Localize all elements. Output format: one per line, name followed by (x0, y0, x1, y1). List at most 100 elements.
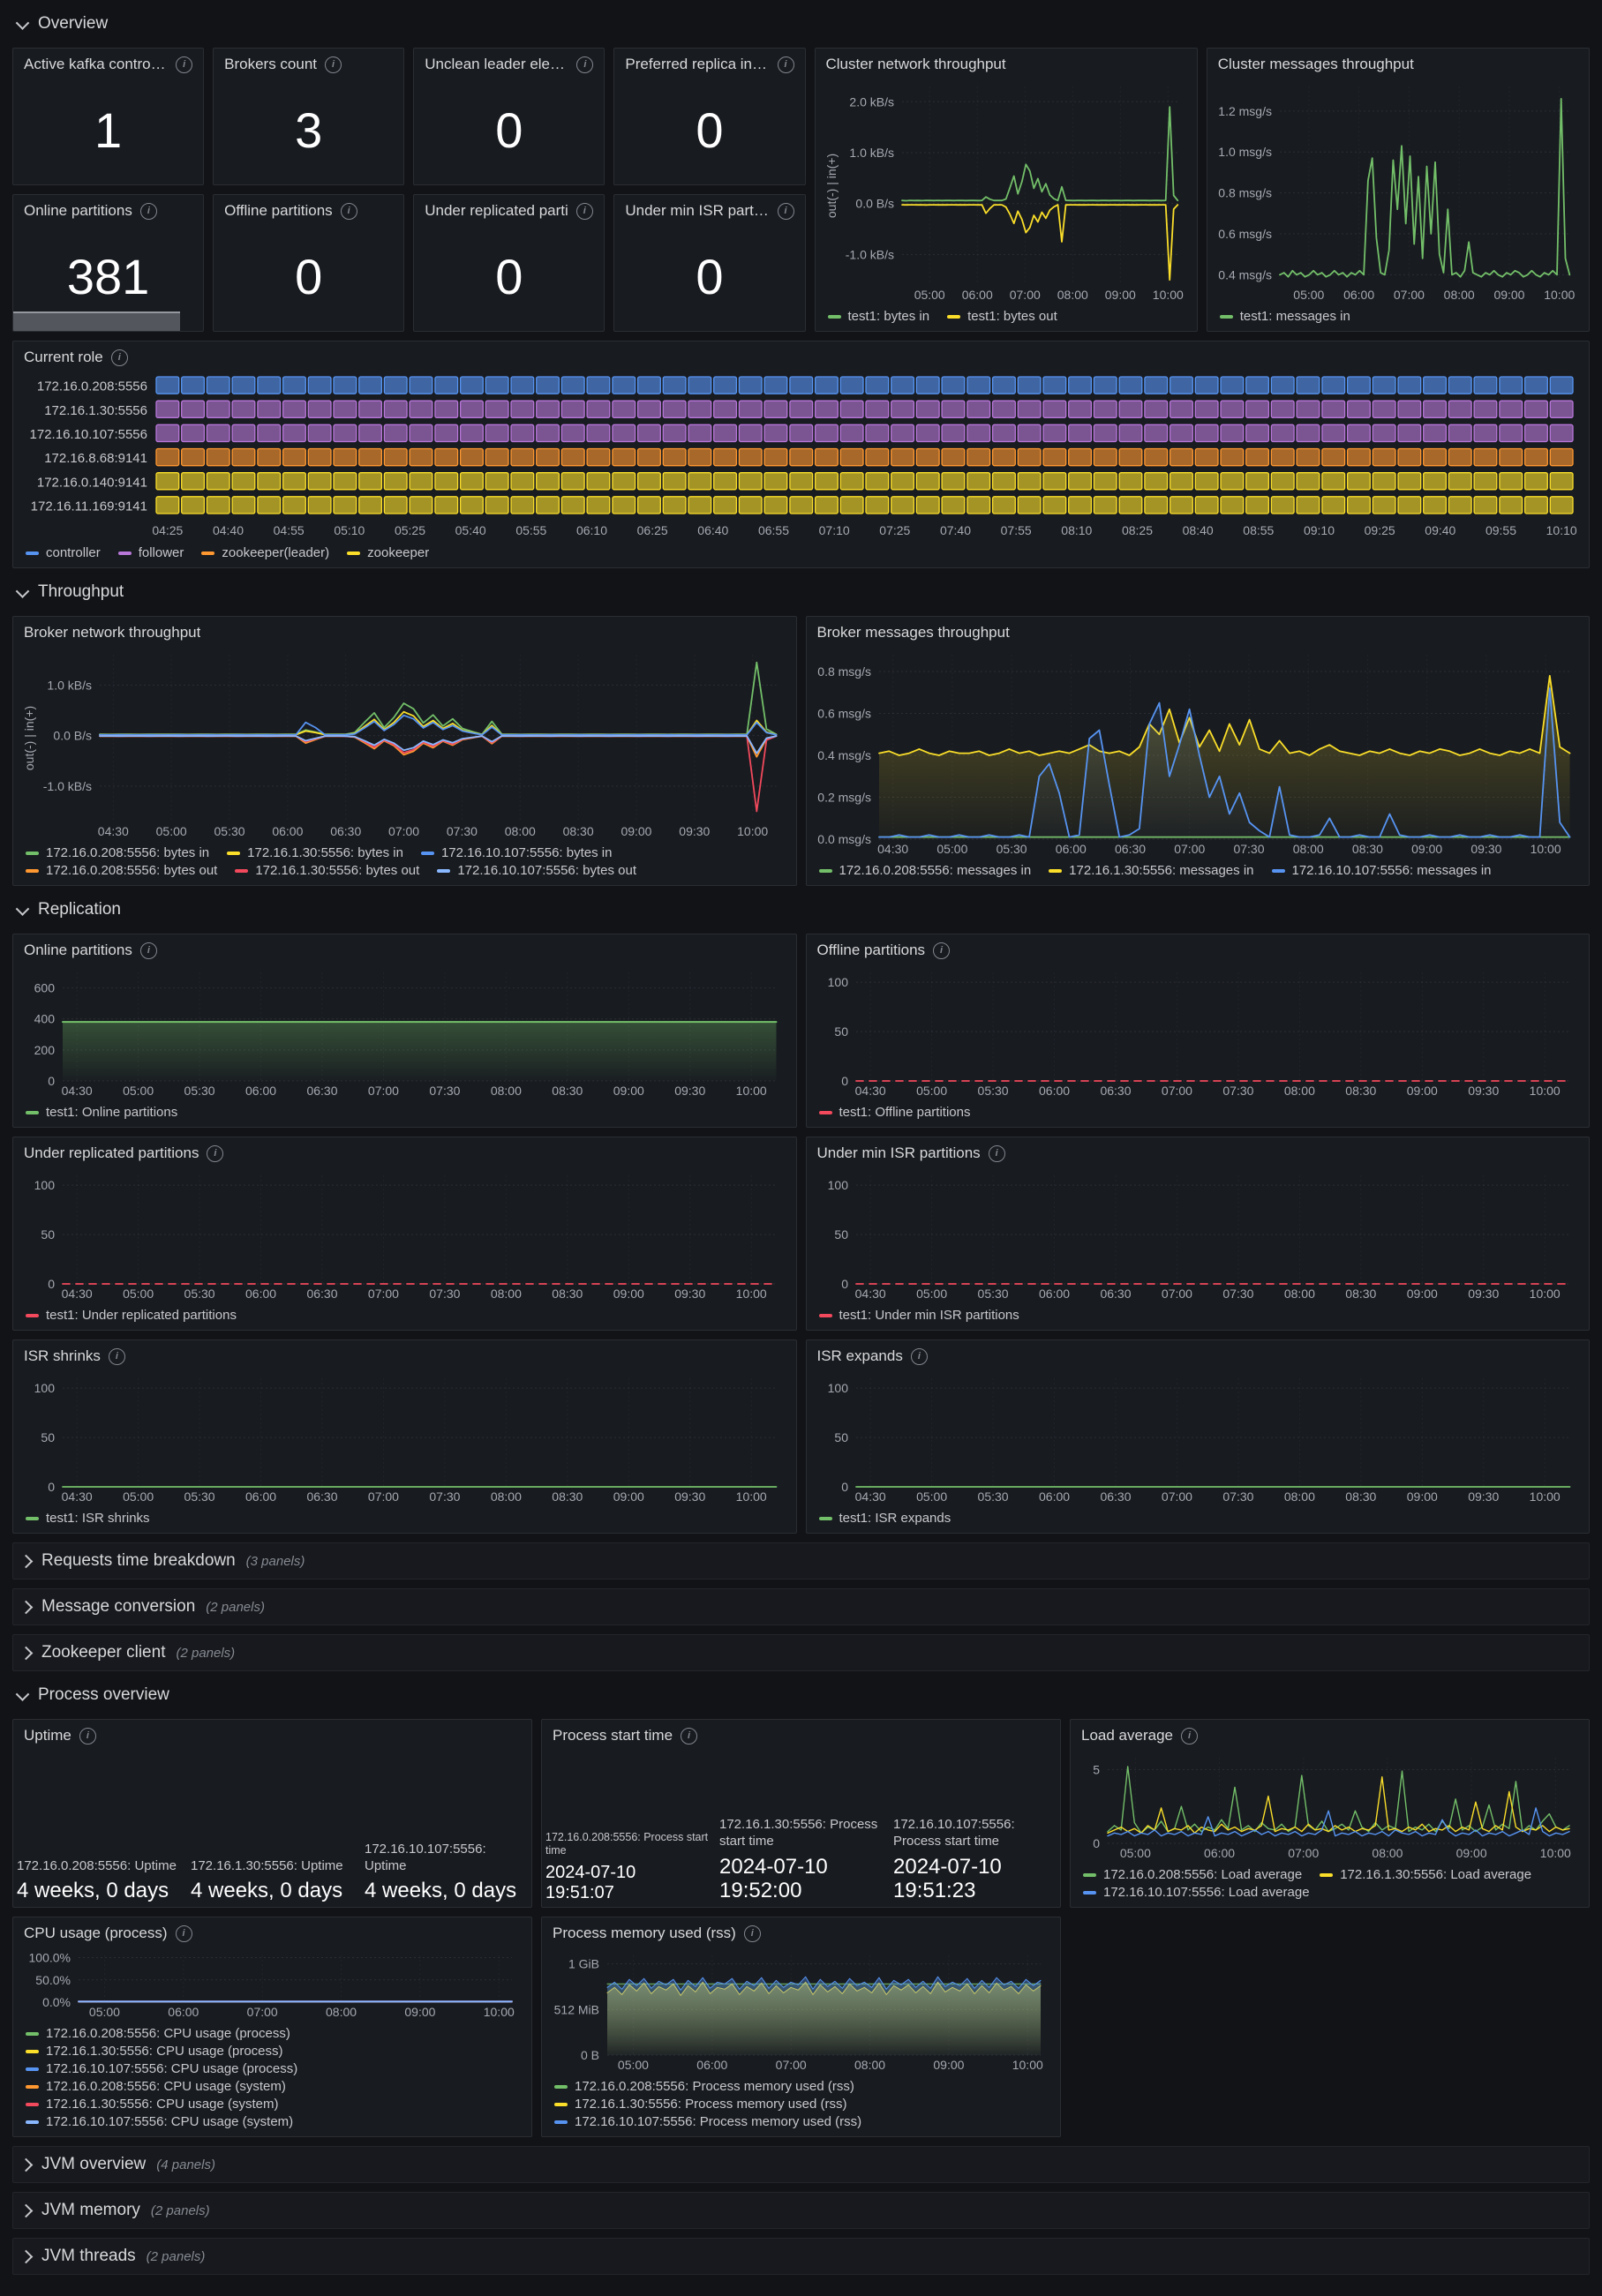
legend-item[interactable]: test1: ISR expands (818, 1511, 951, 1526)
legend-item[interactable]: zookeeper(leader) (201, 545, 329, 560)
current-role-timeline[interactable]: 172.16.0.208:5556 172.16.1.30:5556 172.16.… (22, 371, 1580, 541)
broker-messages-chart[interactable]: 0.0 msg/s 0.2 msg/s 0.4 msg/s 0.6 msg/s 0.8 … (816, 646, 1581, 859)
section-throughput[interactable]: Throughput (12, 577, 1590, 607)
legend-item[interactable]: 172.16.0.208:5556: Load average (1083, 1867, 1302, 1882)
panel-header[interactable]: Broker messages throughput (807, 617, 1590, 644)
panel-header[interactable]: Offline partitions i (807, 934, 1590, 962)
section-zookeeper-client[interactable]: Zookeeper client (2 panels) (12, 1634, 1590, 1671)
legend-item[interactable]: 172.16.10.107:5556: messages in (1271, 863, 1492, 878)
under-min-isr-chart[interactable]: 0 50 100 04:30 05:00 05:30 06:00 06:30 07:00 07:3… (816, 1167, 1581, 1303)
info-icon[interactable]: i (777, 202, 794, 220)
panel-header[interactable]: Offline partitions i (214, 195, 403, 222)
section-overview[interactable]: Overview (12, 9, 1590, 39)
load-average-chart[interactable]: 0 5 05:00 06:00 07:00 08:00 09:00 10:00 (1079, 1749, 1580, 1863)
legend-item[interactable]: 172.16.0.208:5556: Process memory used (… (554, 2079, 1048, 2094)
legend-item[interactable]: 172.16.10.107:5556: CPU usage (process) (26, 2061, 297, 2076)
info-icon[interactable]: i (176, 56, 193, 73)
info-icon[interactable]: i (207, 1144, 224, 1162)
legend-item[interactable]: 172.16.1.30:5556: Load average (1320, 1867, 1531, 1882)
cluster-messages-chart[interactable]: 0.4 msg/s 0.6 msg/s 0.8 msg/s 1.0 msg/s 1.2 … (1216, 78, 1580, 304)
legend-item[interactable]: test1: Under min ISR partitions (818, 1308, 1019, 1323)
panel-header[interactable]: Under replicated parti i (414, 195, 604, 222)
panel-header[interactable]: Online partitions i (13, 195, 203, 222)
panel-header[interactable]: Online partitions i (13, 934, 796, 962)
legend-item[interactable]: 172.16.0.208:5556: bytes out (26, 863, 217, 878)
legend-item[interactable]: test1: Online partitions (26, 1105, 177, 1120)
cpu-usage-chart[interactable]: 0.0% 50.0% 100.0% 05:00 06:00 07:00 08:00 09:00… (22, 1947, 523, 2022)
info-icon[interactable]: i (910, 1347, 928, 1365)
panel-header[interactable]: ISR expands i (807, 1340, 1590, 1368)
info-icon[interactable]: i (576, 56, 594, 73)
isr-shrinks-chart[interactable]: 0 50 100 04:30 05:00 05:30 06:00 06:30 07:00 07:3… (22, 1369, 787, 1506)
panel-header[interactable]: Unclean leader electic i (414, 49, 604, 76)
legend-item[interactable]: 172.16.10.107:5556: Load average (1083, 1885, 1310, 1900)
panel-header[interactable]: Cluster messages throughput (1207, 49, 1589, 76)
under-replicated-chart[interactable]: 0 50 100 04:30 05:00 05:30 06:00 06:30 07:00 07:3… (22, 1167, 787, 1303)
legend-item[interactable]: 172.16.1.30:5556: Process memory used (r… (554, 2097, 1048, 2112)
legend-item[interactable]: 172.16.1.30:5556: bytes out (235, 863, 419, 878)
section-jvm-memory[interactable]: JVM memory (2 panels) (12, 2192, 1590, 2229)
panel-header[interactable]: Under replicated partitions i (13, 1137, 796, 1165)
process-memory-chart[interactable]: 0 B 512 MiB 1 GiB 05:00 06:00 07:00 08:00 09:00… (551, 1947, 1051, 2075)
legend-item[interactable]: 172.16.10.107:5556: CPU usage (system) (26, 2114, 293, 2129)
panel-header[interactable]: Preferred replica inbal i (614, 49, 804, 76)
legend-item[interactable]: follower (117, 545, 184, 560)
panel-header[interactable]: Cluster network throughput (816, 49, 1197, 76)
section-jvm-overview[interactable]: JVM overview (4 panels) (12, 2146, 1590, 2183)
legend-item[interactable]: 172.16.1.30:5556: bytes in (227, 845, 403, 860)
panel-header[interactable]: ISR shrinks i (13, 1340, 796, 1368)
info-icon[interactable]: i (340, 202, 357, 220)
legend-item[interactable]: zookeeper (347, 545, 429, 560)
info-icon[interactable]: i (175, 1925, 192, 1942)
offline-partitions-chart[interactable]: 0 50 100 04:30 05:00 05:30 06:00 06:30 07:00 07:3… (816, 964, 1581, 1100)
legend-item[interactable]: 172.16.0.208:5556: messages in (818, 863, 1031, 878)
legend-item[interactable]: 172.16.10.107:5556: bytes in (420, 845, 612, 860)
info-icon[interactable]: i (110, 349, 128, 366)
isr-expands-chart[interactable]: 0 50 100 04:30 05:00 05:30 06:00 06:30 07:00 07:3… (816, 1369, 1581, 1506)
legend-item[interactable]: 172.16.0.208:5556: CPU usage (process) (26, 2026, 290, 2041)
legend-item[interactable]: test1: Under replicated partitions (26, 1308, 237, 1323)
panel-header[interactable]: Brokers count i (214, 49, 403, 76)
panel-header[interactable]: Broker network throughput (13, 617, 796, 644)
legend-item[interactable]: test1: messages in (1219, 309, 1350, 324)
info-icon[interactable]: i (139, 202, 157, 220)
info-icon[interactable]: i (108, 1347, 125, 1365)
section-replication[interactable]: Replication (12, 895, 1590, 925)
legend-item[interactable]: 172.16.10.107:5556: Process memory used … (554, 2114, 1048, 2129)
section-requests-time-breakdown[interactable]: Requests time breakdown (3 panels) (12, 1542, 1590, 1579)
info-icon[interactable]: i (933, 942, 951, 959)
legend-item[interactable]: 172.16.0.208:5556: bytes in (26, 845, 209, 860)
legend-item[interactable]: 172.16.10.107:5556: bytes out (437, 863, 636, 878)
broker-network-chart[interactable]: -1.0 kB/s 0.0 B/s 1.0 kB/s 04:30 05:00 05:30 0… (22, 646, 787, 841)
panel-header[interactable]: Process start time i (542, 1720, 1060, 1747)
info-icon[interactable]: i (79, 1727, 96, 1745)
section-message-conversion[interactable]: Message conversion (2 panels) (12, 1588, 1590, 1625)
panel-header[interactable]: Under min ISR partitio i (614, 195, 804, 222)
legend-item[interactable]: 172.16.1.30:5556: CPU usage (process) (26, 2044, 283, 2059)
info-icon[interactable]: i (681, 1727, 698, 1745)
panel-header[interactable]: Under min ISR partitions i (807, 1137, 1590, 1165)
info-icon[interactable]: i (575, 202, 593, 220)
legend-item[interactable]: controller (26, 545, 101, 560)
info-icon[interactable]: i (139, 942, 157, 959)
legend-item[interactable]: test1: bytes out (947, 309, 1057, 324)
online-partitions-chart[interactable]: 0 200 400 600 04:30 05:00 05:30 06:00 06:30 07:00… (22, 964, 787, 1100)
legend-item[interactable]: test1: Offline partitions (818, 1105, 970, 1120)
panel-header[interactable]: Current role i (13, 341, 1589, 369)
info-icon[interactable]: i (988, 1144, 1005, 1162)
legend-item[interactable]: 172.16.0.208:5556: CPU usage (system) (26, 2079, 286, 2094)
legend-item[interactable]: 172.16.1.30:5556: CPU usage (system) (26, 2097, 278, 2112)
cluster-network-chart[interactable]: -1.0 kB/s 0.0 B/s 1.0 kB/s 2.0 kB/s 05:00 06:… (824, 78, 1188, 304)
info-icon[interactable]: i (743, 1925, 761, 1942)
legend-item[interactable]: 172.16.1.30:5556: messages in (1049, 863, 1254, 878)
info-icon[interactable]: i (777, 56, 794, 73)
panel-header[interactable]: CPU usage (process) i (13, 1917, 531, 1945)
section-process-overview[interactable]: Process overview (12, 1680, 1590, 1710)
legend-item[interactable]: test1: ISR shrinks (26, 1511, 150, 1526)
legend-item[interactable]: test1: bytes in (827, 309, 929, 324)
info-icon[interactable]: i (1180, 1727, 1198, 1745)
panel-header[interactable]: Process memory used (rss) i (542, 1917, 1060, 1945)
section-jvm-threads[interactable]: JVM threads (2 panels) (12, 2238, 1590, 2275)
panel-header[interactable]: Uptime i (13, 1720, 531, 1747)
info-icon[interactable]: i (325, 56, 342, 73)
